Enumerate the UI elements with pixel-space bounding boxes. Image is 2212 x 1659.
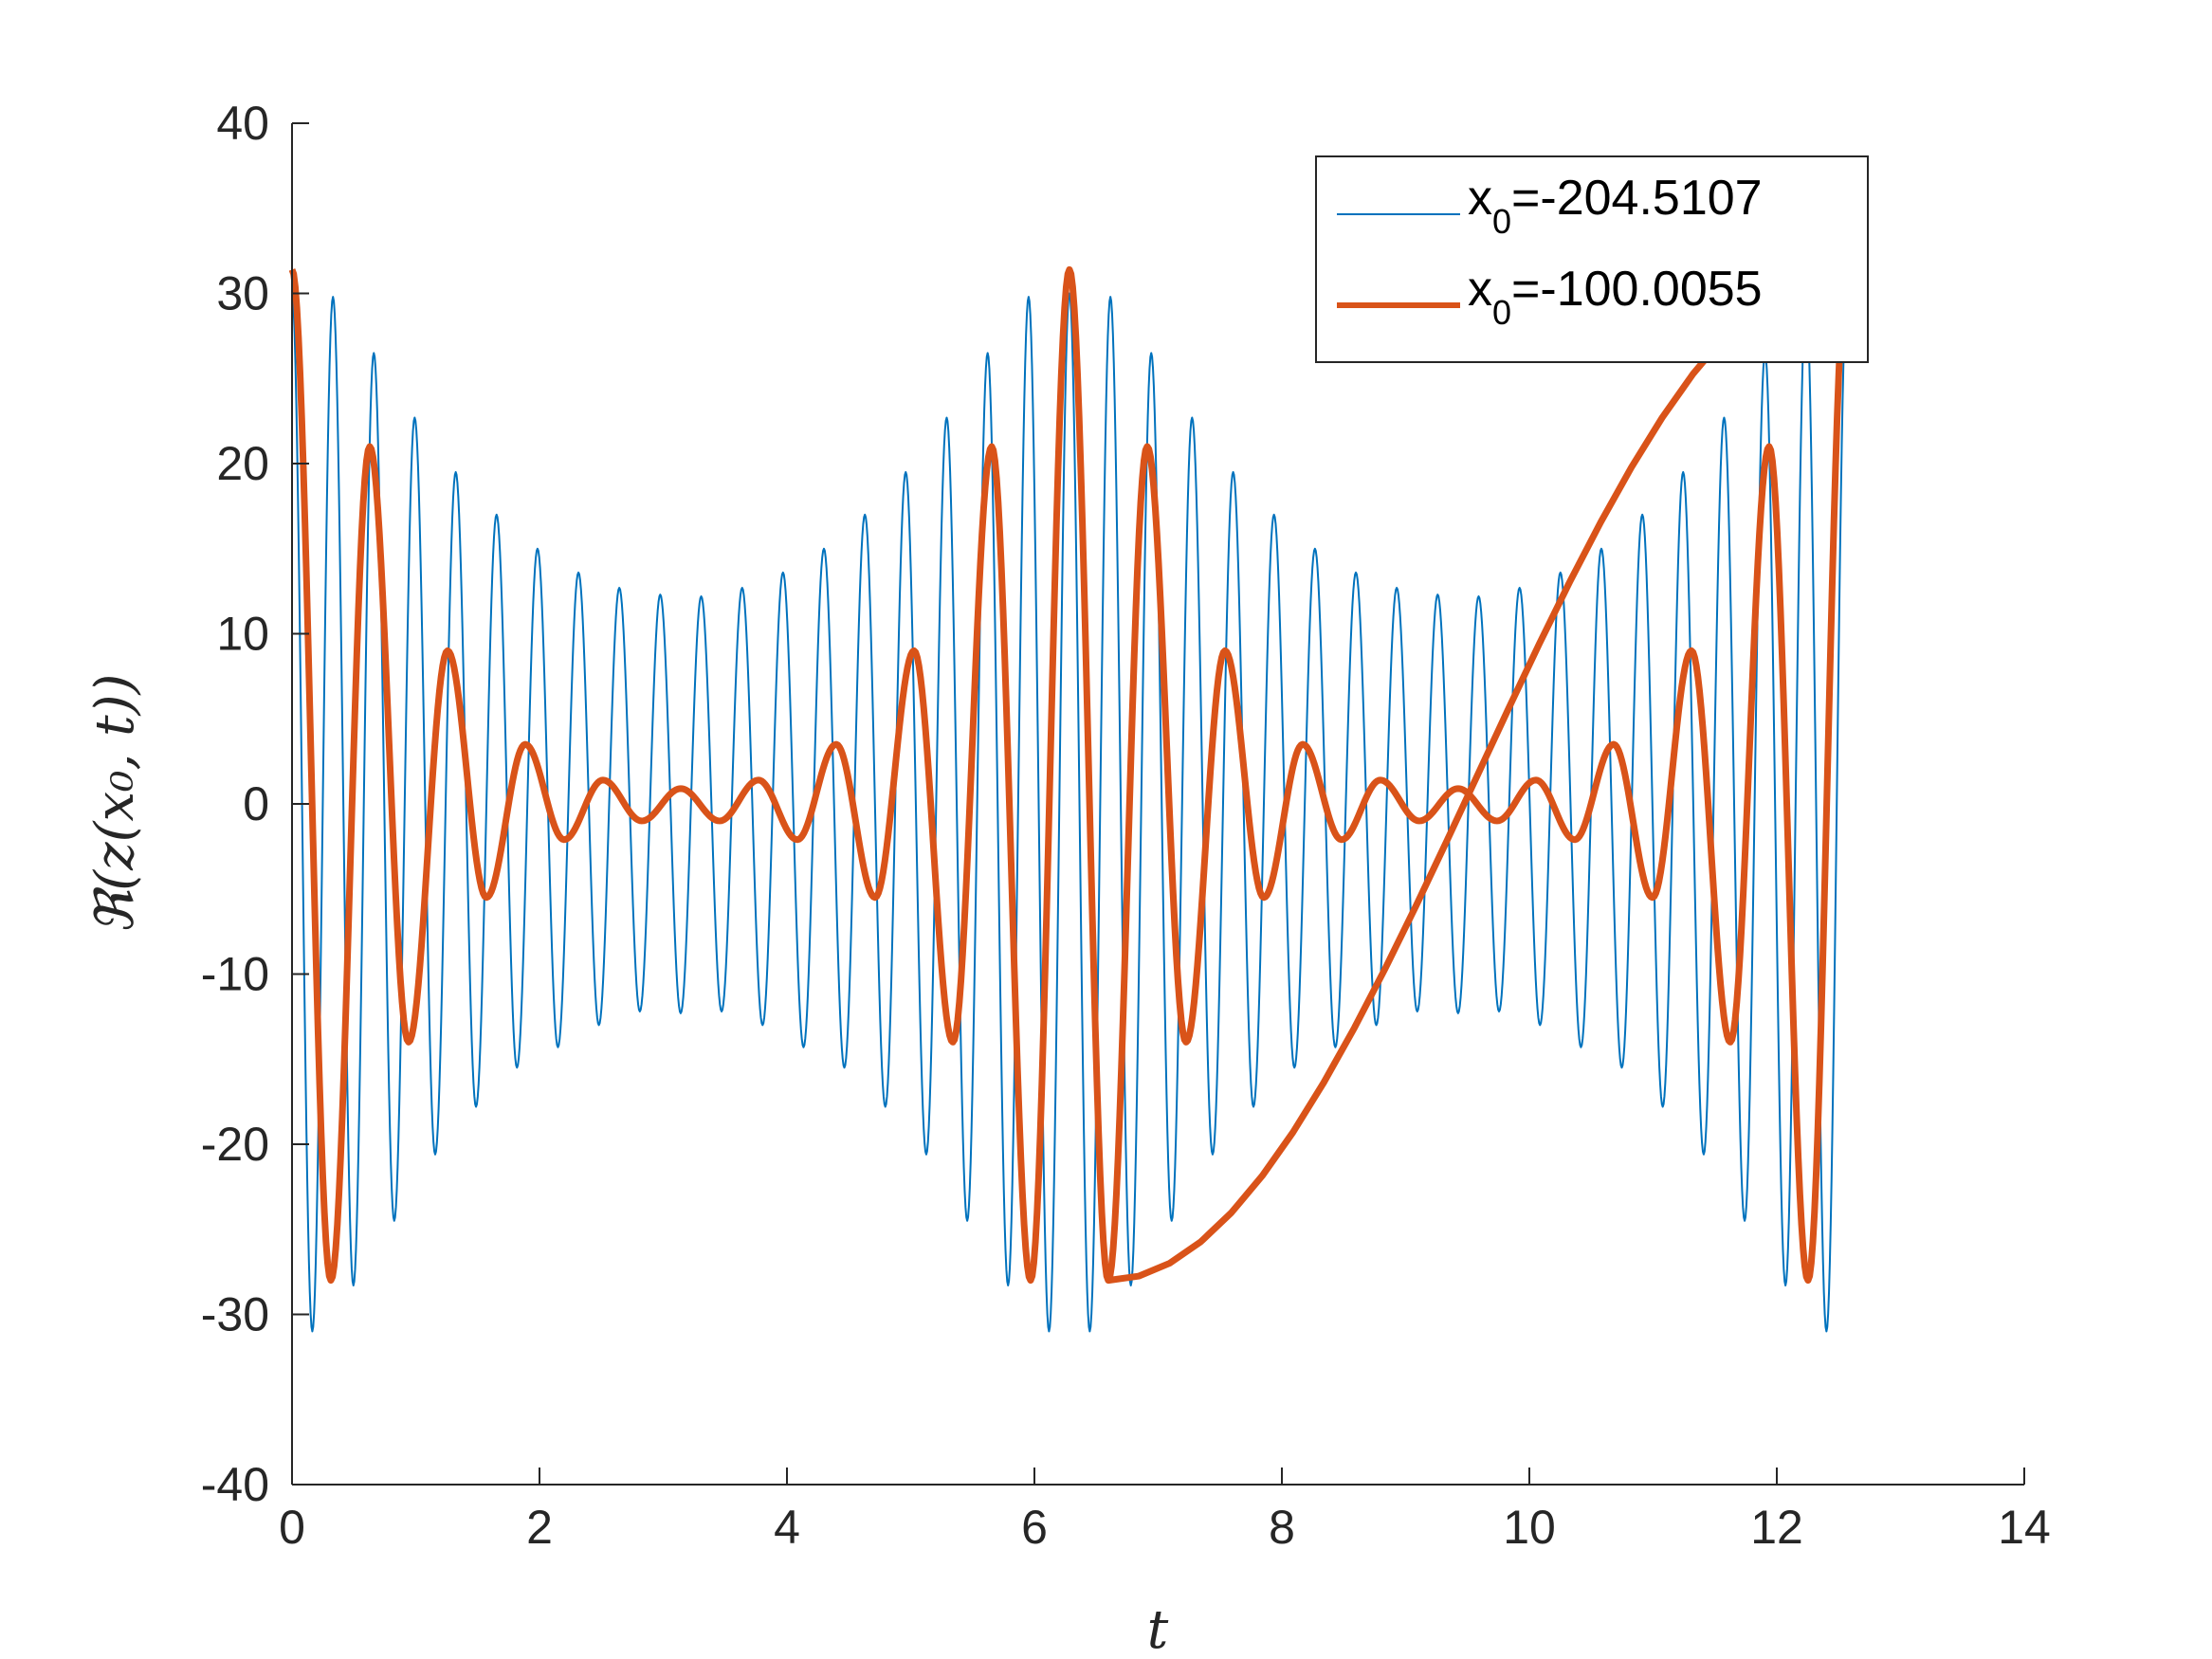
legend-label-series-1-sub: 0 (1492, 202, 1511, 241)
y-tick-label: 0 (243, 777, 269, 830)
y-tick-label: -20 (201, 1118, 269, 1171)
x-ticks: 0 2 4 6 8 10 12 14 (279, 1468, 2051, 1554)
x-tick-label: 6 (1021, 1501, 1048, 1554)
series-line-2 (289, 265, 1851, 1285)
axes: 0 2 4 6 8 10 12 14 40 30 20 10 0 -10 -20 -30 -40 (201, 97, 2051, 1554)
legend-label-series-2: x0=-100.0055 (1468, 262, 1763, 332)
legend-label-series-2-main: x (1468, 262, 1492, 317)
y-tick-label: 30 (216, 267, 269, 320)
y-ticks: 40 30 20 10 0 -10 -20 -30 -40 (201, 97, 309, 1511)
legend-label-series-1-main: x (1468, 171, 1492, 226)
legend-label-series-2-rest: =-100.0055 (1511, 262, 1763, 317)
x-axis-label: t (1147, 1599, 1169, 1659)
legend-box (1315, 155, 1869, 363)
x-tick-label: 12 (1750, 1501, 1803, 1554)
legend: x0=-204.5107 x0=-100.0055 (1315, 155, 1869, 363)
x-tick-label: 0 (279, 1501, 305, 1554)
y-axis-label: ℜ(z(x₀, t)) (84, 674, 146, 935)
y-tick-label: -10 (201, 948, 269, 1001)
legend-label-series-1: x0=-204.5107 (1468, 171, 1763, 241)
y-tick-label: -40 (201, 1458, 269, 1511)
x-tick-label: 4 (774, 1501, 800, 1554)
series-layer (289, 265, 1851, 1333)
y-tick-label: 10 (216, 608, 269, 661)
y-tick-label: -30 (201, 1288, 269, 1341)
x-tick-label: 10 (1503, 1501, 1556, 1554)
legend-label-series-2-sub: 0 (1492, 293, 1511, 332)
x-tick-label: 2 (526, 1501, 553, 1554)
x-tick-label: 8 (1269, 1501, 1295, 1554)
x-tick-label: 14 (1998, 1501, 2051, 1554)
plot-area (289, 265, 1851, 1333)
y-tick-label: 20 (216, 437, 269, 490)
legend-label-series-1-rest: =-204.5107 (1511, 171, 1763, 226)
series-line-1 (291, 292, 1848, 1333)
y-tick-label: 40 (216, 97, 269, 150)
